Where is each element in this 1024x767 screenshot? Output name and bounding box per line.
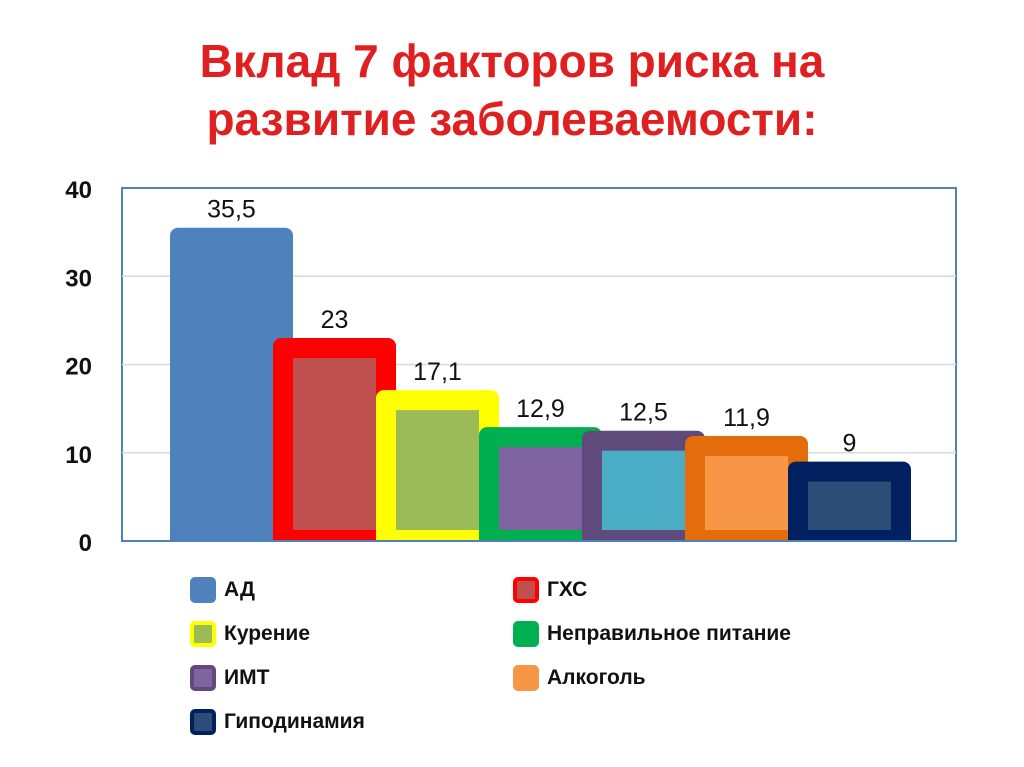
legend-item: Курение xyxy=(190,618,310,650)
legend-swatch xyxy=(190,709,216,735)
bar-fill xyxy=(705,455,788,530)
legend-swatch xyxy=(513,577,539,603)
data-label: 9 xyxy=(843,430,857,458)
y-tick-label: 40 xyxy=(65,177,92,204)
data-label: 11,9 xyxy=(723,404,770,432)
bar xyxy=(788,461,911,549)
bar-fill xyxy=(808,481,891,530)
legend-label: Гиподинамия xyxy=(224,710,365,733)
legend-label: ГХС xyxy=(547,578,588,601)
legend-item: Алкоголь xyxy=(513,662,646,694)
legend-swatch xyxy=(190,665,216,691)
data-label: 12,5 xyxy=(619,399,668,427)
bar xyxy=(170,227,293,549)
chart-title-line-1: Вклад 7 факторов риска на xyxy=(199,35,825,87)
legend-swatch xyxy=(513,665,539,691)
bar xyxy=(479,427,602,549)
y-tick-label: 0 xyxy=(79,530,92,557)
bar-body xyxy=(170,227,293,549)
legend-swatch xyxy=(513,621,539,647)
data-label: 17,1 xyxy=(413,358,462,386)
y-tick-label: 20 xyxy=(65,354,92,381)
y-tick-label: 30 xyxy=(65,265,92,292)
legend-item: АД xyxy=(190,574,255,606)
bar xyxy=(582,430,705,549)
data-label: 12,9 xyxy=(516,395,565,423)
bar-fill xyxy=(602,450,685,530)
legend-item: Неправильное питание xyxy=(513,618,791,650)
legend-label: Неправильное питание xyxy=(547,622,791,645)
bar-fill xyxy=(499,447,582,530)
legend-label: Курение xyxy=(224,622,310,645)
legend-swatch xyxy=(190,577,216,603)
y-tick-label: 10 xyxy=(65,442,92,469)
legend-item: ИМТ xyxy=(190,662,269,694)
bar-fill xyxy=(293,358,376,530)
bar xyxy=(376,390,499,549)
bar xyxy=(685,435,808,549)
data-label: 35,5 xyxy=(207,196,256,224)
legend-label: АД xyxy=(224,578,255,601)
bar xyxy=(273,338,396,549)
chart-title: Вклад 7 факторов риска на развитие забол… xyxy=(0,32,1024,148)
legend-label: Алкоголь xyxy=(547,666,646,689)
bar-fill xyxy=(396,410,479,530)
axis-mask xyxy=(123,541,955,553)
data-label: 23 xyxy=(321,306,349,334)
legend-swatch xyxy=(190,621,216,647)
legend-item: Гиподинамия xyxy=(190,706,365,738)
legend-label: ИМТ xyxy=(224,666,270,689)
chart-title-line-2: развитие заболеваемости: xyxy=(206,93,818,145)
legend-item: ГХС xyxy=(513,574,587,606)
